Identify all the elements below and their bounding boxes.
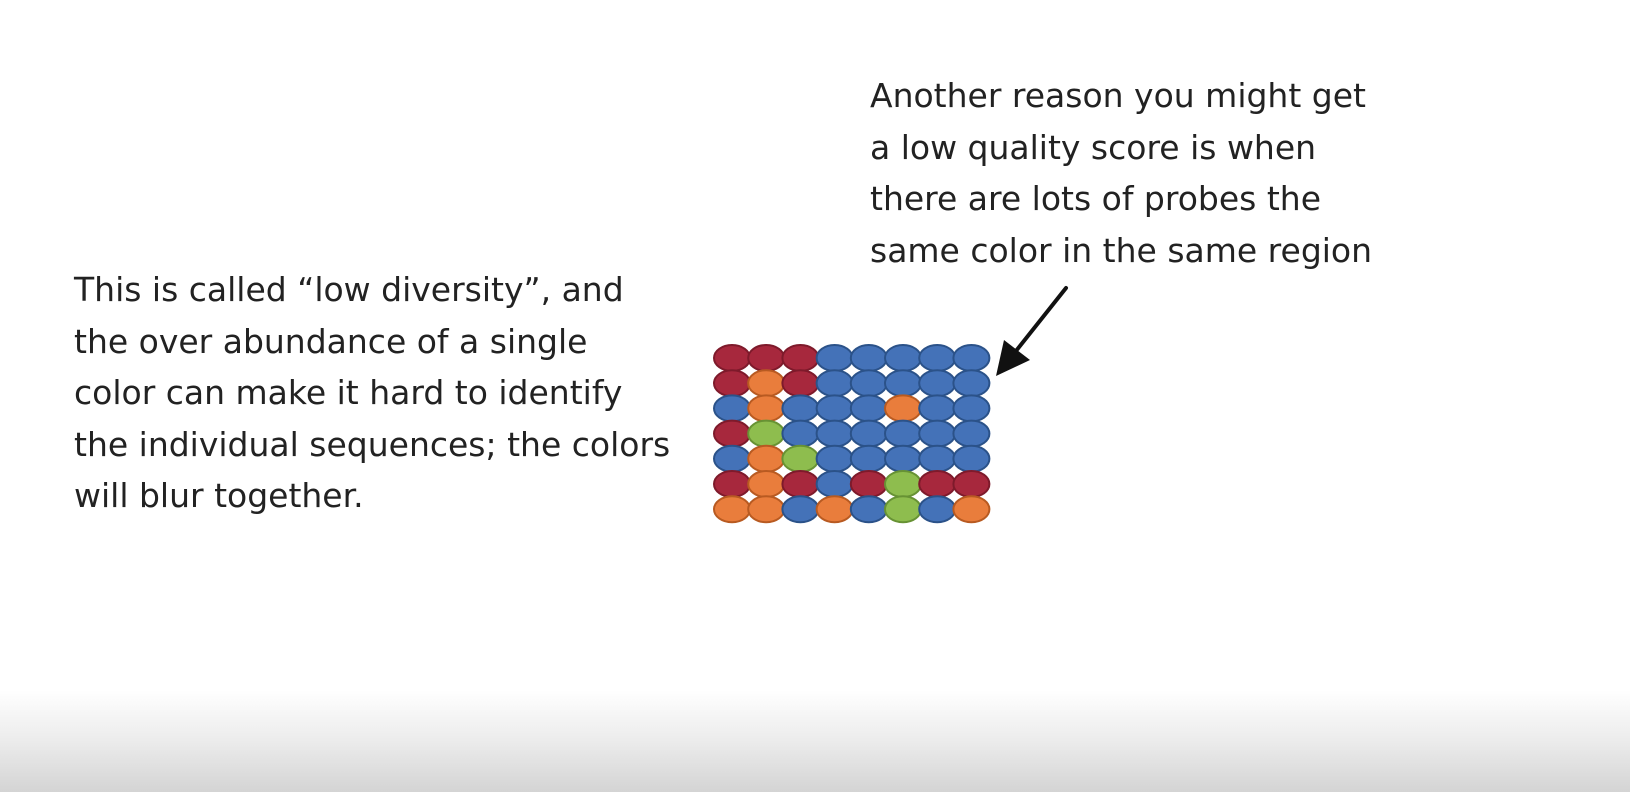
probe-blue (918, 419, 957, 448)
probe-blue (781, 394, 820, 423)
probe-blue (849, 344, 888, 372)
annotation-right-line: Another reason you might get (870, 76, 1366, 115)
probe-blue (815, 444, 854, 473)
probe-blue (952, 369, 991, 398)
annotation-right: Another reason you might get a low quali… (870, 70, 1430, 276)
probe-blue (918, 344, 957, 372)
probe-red (952, 470, 991, 498)
probe-blue (884, 369, 922, 398)
probe-blue (952, 394, 991, 423)
probe-red (781, 369, 820, 398)
probe-blue (952, 419, 991, 448)
probe-orange (747, 470, 786, 498)
annotation-right-line: there are lots of probes the (870, 179, 1321, 218)
probe-blue (815, 470, 854, 498)
probe-blue (849, 394, 888, 423)
probe-blue (884, 444, 922, 473)
probe-blue (849, 369, 888, 398)
probe-red (713, 344, 751, 372)
probe-blue (884, 344, 922, 372)
probe-red (713, 470, 751, 498)
annotation-left-line: the over abundance of a single (74, 321, 588, 361)
probe-red (918, 470, 957, 498)
probe-red (747, 344, 786, 372)
probe-blue (952, 444, 991, 473)
arrow-shaft (1010, 286, 1068, 358)
annotation-left-line: This is called “low diversity”, and (74, 270, 624, 309)
probe-blue (815, 394, 854, 423)
annotation-right-line: same color in the same region (870, 230, 1373, 270)
annotation-left-line: the individual sequences; the colors (74, 424, 671, 464)
probe-orange (747, 495, 786, 524)
probe-red (781, 344, 820, 372)
probe-green (747, 419, 786, 448)
probe-orange (815, 495, 854, 524)
probe-red (781, 470, 820, 498)
probe-blue (849, 495, 888, 524)
annotation-left-line: will blur together. (74, 476, 364, 515)
probe-blue (918, 444, 957, 473)
probe-orange (884, 394, 922, 423)
annotation-left: This is called “low diversity”, and the … (74, 264, 714, 522)
probe-blue (781, 495, 820, 524)
probe-blue (918, 394, 957, 423)
probe-blue (815, 344, 854, 372)
annotation-right-line: a low quality score is when (870, 127, 1317, 167)
probe-red (849, 470, 888, 498)
probe-blue (918, 369, 957, 398)
annotation-left-line: color can make it hard to identify (74, 373, 623, 412)
probe-blue (713, 394, 751, 423)
arrow-head (996, 340, 1030, 376)
probe-red (713, 369, 751, 398)
pointer-arrow (996, 286, 1068, 376)
probe-orange (747, 369, 786, 398)
probe-green (884, 470, 922, 498)
probe-grid (713, 344, 991, 524)
probe-orange (747, 444, 786, 473)
probe-blue (918, 495, 957, 524)
probe-orange (952, 495, 991, 524)
probe-orange (713, 495, 751, 524)
probe-blue (849, 444, 888, 473)
probe-orange (747, 394, 786, 423)
probe-green (884, 495, 922, 524)
probe-blue (952, 344, 991, 372)
probe-blue (781, 419, 820, 448)
probe-blue (815, 369, 854, 398)
probe-blue (713, 444, 751, 473)
probe-green (781, 444, 820, 473)
probe-blue (884, 419, 922, 448)
probe-blue (849, 419, 888, 448)
probe-red (713, 419, 751, 448)
probe-blue (815, 419, 854, 448)
